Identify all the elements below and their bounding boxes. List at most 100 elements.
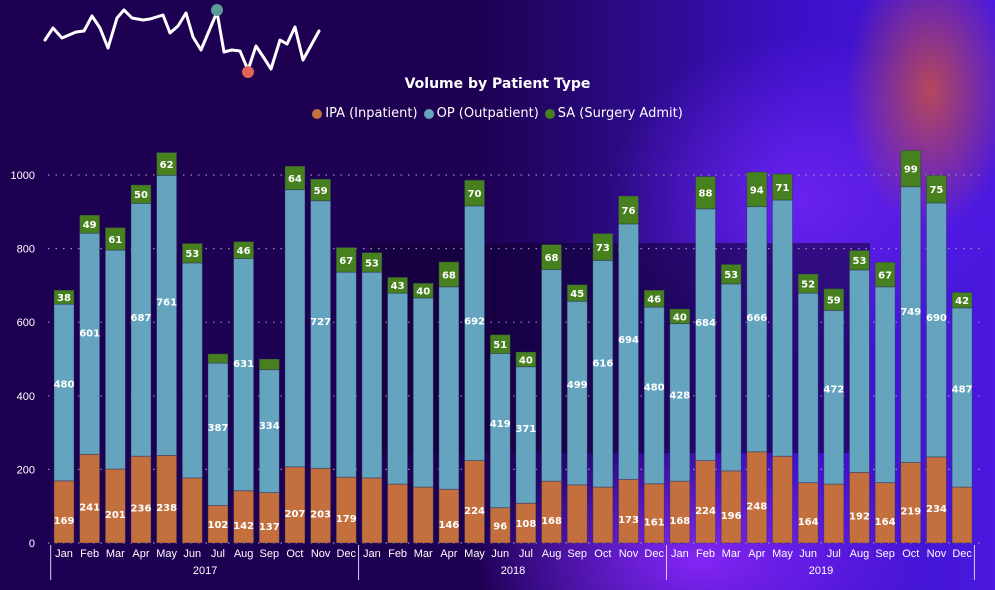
data-label: 201 bbox=[105, 510, 126, 521]
bar-segment-ipa bbox=[669, 480, 691, 544]
bar-segment-op bbox=[720, 283, 742, 472]
data-label: 50 bbox=[134, 190, 148, 201]
data-label: 40 bbox=[416, 287, 430, 298]
legend-item-ipa[interactable]: IPA (Inpatient) bbox=[312, 106, 418, 121]
bar-segment-op bbox=[541, 269, 562, 482]
sparkline-line bbox=[43, 8, 321, 72]
x-tick-label: Jul bbox=[519, 548, 533, 560]
x-tick-label: Dec bbox=[336, 548, 356, 560]
data-label: 137 bbox=[259, 522, 280, 533]
bar-segment-ipa bbox=[849, 471, 870, 544]
bar-segment-ipa bbox=[233, 490, 255, 544]
y-tick-label: 400 bbox=[17, 391, 35, 403]
y-tick-label: 600 bbox=[17, 317, 35, 329]
bar-segment-op bbox=[335, 271, 357, 478]
sparkline-max-marker bbox=[211, 4, 223, 16]
sparkline-min-marker bbox=[242, 66, 254, 78]
data-label: 40 bbox=[673, 312, 687, 323]
data-label: 684 bbox=[695, 318, 716, 329]
data-label: 224 bbox=[464, 506, 485, 517]
x-tick-label: Mar bbox=[414, 548, 433, 560]
bar-segment-ipa bbox=[361, 477, 383, 544]
data-label: 99 bbox=[904, 165, 918, 176]
bar-segment-sa bbox=[874, 261, 896, 288]
bar-segment-sa bbox=[79, 214, 101, 234]
data-label: 238 bbox=[156, 503, 177, 514]
x-tick-label: Oct bbox=[594, 548, 611, 560]
bar-segment-op bbox=[746, 206, 768, 453]
bar-segment-op bbox=[53, 303, 75, 482]
x-tick-label: Sep bbox=[567, 548, 587, 560]
bar-segment-op bbox=[310, 200, 332, 469]
bar-segment-sa bbox=[618, 195, 639, 225]
x-tick-label: Aug bbox=[234, 548, 254, 560]
bar-segment-ipa bbox=[720, 470, 742, 544]
data-label: 234 bbox=[926, 504, 947, 515]
x-tick-label: Nov bbox=[311, 548, 331, 560]
legend-dot-ipa-icon bbox=[312, 108, 323, 119]
data-label: 67 bbox=[878, 271, 892, 282]
bar-segment-op bbox=[284, 189, 306, 468]
x-tick-label: Apr bbox=[748, 548, 765, 560]
bar-segment-sa bbox=[541, 244, 562, 270]
data-label: 53 bbox=[852, 256, 866, 267]
x-tick-label: Jan bbox=[55, 548, 73, 560]
bar-segment-op bbox=[823, 310, 845, 485]
bar-segment-ipa bbox=[592, 486, 614, 544]
bar-segment-ipa bbox=[772, 455, 793, 544]
bar-segment-sa bbox=[951, 291, 973, 309]
data-label: 334 bbox=[259, 421, 280, 432]
data-label: 59 bbox=[827, 296, 841, 307]
data-label: 472 bbox=[823, 385, 844, 396]
bar-segment-sa bbox=[258, 358, 280, 371]
data-label: 40 bbox=[519, 355, 533, 366]
data-label: 694 bbox=[618, 335, 639, 346]
bar-segment-sa bbox=[900, 149, 922, 188]
bar-segment-op bbox=[438, 286, 460, 490]
bar-segment-ipa bbox=[104, 468, 126, 544]
x-tick-label: Oct bbox=[902, 548, 919, 560]
data-label: 164 bbox=[875, 517, 896, 528]
bar-segment-op bbox=[361, 271, 383, 479]
bar-segment-op bbox=[695, 208, 716, 461]
bar-segment-ipa bbox=[335, 476, 357, 544]
bar-segment-ipa bbox=[823, 483, 845, 544]
bar-segment-op bbox=[79, 232, 101, 455]
bar-segment-sa bbox=[335, 247, 357, 273]
legend-item-sa[interactable]: SA (Surgery Admit) bbox=[544, 106, 683, 121]
bar-segment-ipa bbox=[874, 482, 896, 544]
x-tick-label: Aug bbox=[850, 548, 870, 560]
bar-segment-ipa bbox=[310, 467, 332, 544]
legend-item-op[interactable]: OP (Outpatient) bbox=[423, 106, 539, 121]
data-label: 53 bbox=[365, 258, 379, 269]
x-tick-label: Mar bbox=[722, 548, 741, 560]
data-label: 387 bbox=[208, 423, 229, 434]
data-label: 169 bbox=[54, 516, 75, 527]
data-label: 168 bbox=[541, 516, 562, 527]
x-tick-label: Jul bbox=[211, 548, 225, 560]
bar-segment-sa bbox=[156, 152, 178, 176]
data-label: 146 bbox=[438, 520, 459, 531]
data-label: 161 bbox=[644, 517, 665, 528]
bar-segment-sa bbox=[643, 289, 665, 308]
data-label: 666 bbox=[746, 313, 767, 324]
bar-segment-sa bbox=[849, 250, 870, 271]
bar-segment-sa bbox=[797, 273, 819, 294]
x-tick-label: Jun bbox=[491, 548, 509, 560]
data-label: 43 bbox=[391, 281, 405, 292]
legend-label: OP (Outpatient) bbox=[436, 106, 539, 121]
bar-segment-sa bbox=[181, 243, 203, 264]
data-label: 71 bbox=[776, 183, 790, 194]
x-tick-label: May bbox=[464, 548, 485, 560]
y-tick-label: 1000 bbox=[11, 170, 35, 182]
data-label: 96 bbox=[493, 521, 507, 532]
x-tick-label: Jul bbox=[827, 548, 841, 560]
data-label: 168 bbox=[669, 516, 690, 527]
x-tick-label: Mar bbox=[106, 548, 125, 560]
legend-label: SA (Surgery Admit) bbox=[557, 106, 683, 121]
bar-segment-ipa bbox=[387, 483, 408, 544]
bar-segment-sa bbox=[207, 353, 229, 364]
x-tick-label: May bbox=[772, 548, 793, 560]
data-label: 61 bbox=[108, 235, 122, 246]
x-tick-label: Dec bbox=[644, 548, 664, 560]
